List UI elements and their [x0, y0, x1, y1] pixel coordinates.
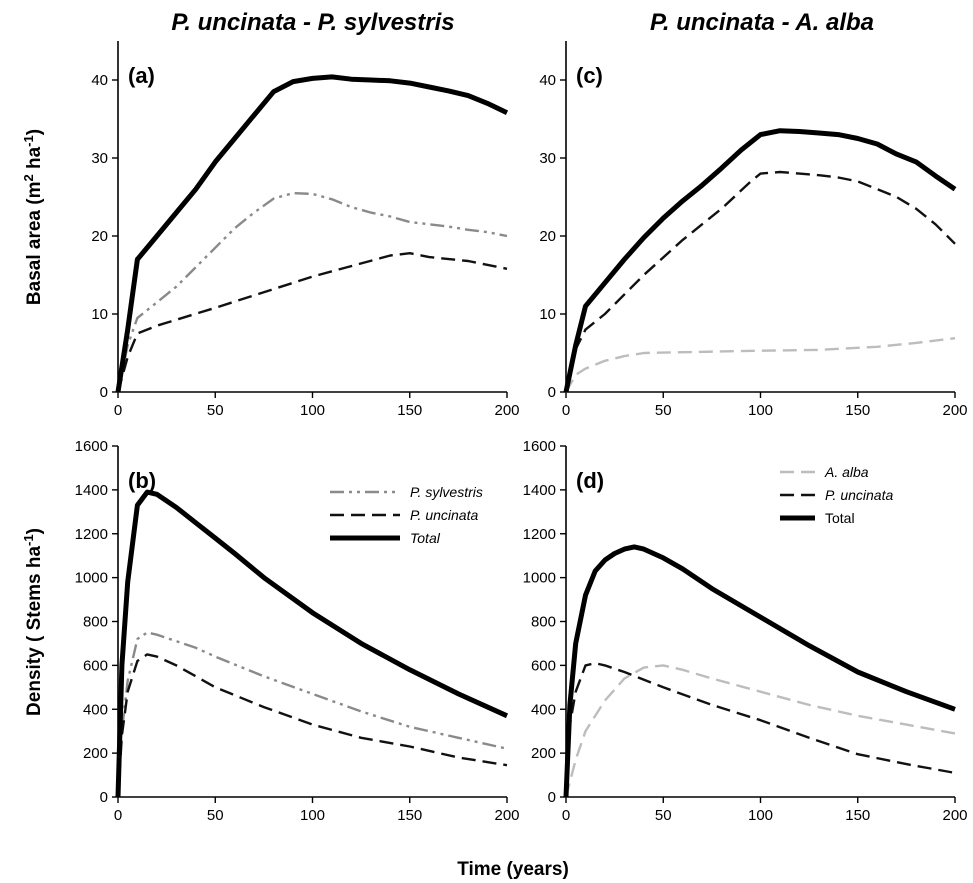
panel-label-d: (d): [576, 468, 604, 493]
y-tick-label: 1200: [523, 526, 556, 543]
panel-label-a: (a): [128, 63, 155, 88]
y-tick-label: 400: [83, 701, 108, 718]
y-tick-label: 10: [91, 306, 108, 323]
y-tick-label: 10: [539, 306, 556, 323]
a-axes: 0 10 20 30 40 0 50 100 150 200: [91, 41, 520, 419]
d-legend: A. alba P. uncinata Total: [780, 464, 893, 526]
b-series-p-sylvestris: [116, 631, 508, 798]
y-tick-label: 0: [548, 789, 556, 806]
y-tick-label: 30: [539, 150, 556, 167]
x-tick-label: 100: [300, 807, 325, 824]
legend-label-p-sylvestris: P. sylvestris: [410, 484, 483, 500]
column-title-left: P. uncinata - P. sylvestris: [171, 9, 454, 36]
legend-label-total: Total: [825, 510, 855, 526]
y-tick-label: 1000: [75, 570, 108, 587]
c-series-a-alba: [564, 337, 956, 393]
x-axis-label: Time (years): [457, 859, 569, 880]
x-tick-label: 100: [300, 402, 325, 419]
x-tick-label: 100: [748, 402, 773, 419]
panel-label-b: (b): [128, 468, 156, 493]
x-tick-label: 0: [562, 807, 570, 824]
x-tick-label: 200: [494, 402, 519, 419]
panel-label-c: (c): [576, 63, 603, 88]
legend-label-total: Total: [410, 530, 441, 546]
panel-c-basal-area-alba: 0 10 20 30 40 0 50 100 150 200 (c): [539, 41, 968, 419]
b-legend: P. sylvestris P. uncinata Total: [330, 484, 483, 546]
y-tick-label: 40: [539, 72, 556, 89]
y-axis-label-top: Basal area (m2 ha-1): [21, 129, 45, 305]
d-series-a-alba: [564, 664, 956, 798]
d-series-total: [563, 544, 956, 798]
y-tick-label: 1600: [75, 438, 108, 455]
y-tick-label: 200: [83, 745, 108, 762]
y-tick-label: 20: [539, 228, 556, 245]
y-tick-label: 800: [531, 614, 556, 631]
c-series-total: [563, 128, 957, 393]
y-tick-label: 20: [91, 228, 108, 245]
y-tick-label: 800: [83, 614, 108, 631]
y-tick-label: 1200: [75, 526, 108, 543]
x-tick-label: 0: [114, 402, 122, 419]
x-tick-label: 0: [114, 807, 122, 824]
x-tick-label: 50: [207, 402, 224, 419]
y-tick-label: 1600: [523, 438, 556, 455]
legend-label-p-uncinata: P. uncinata: [825, 487, 893, 503]
d-series-p-uncinata: [564, 662, 956, 798]
y-tick-label: 0: [100, 384, 108, 401]
x-tick-label: 150: [397, 807, 422, 824]
x-tick-label: 50: [655, 807, 672, 824]
x-tick-label: 0: [562, 402, 570, 419]
x-tick-label: 100: [748, 807, 773, 824]
b-series-p-uncinata: [116, 653, 508, 798]
column-title-right: P. uncinata - A. alba: [650, 9, 874, 36]
a-series-p-sylvestris: [116, 191, 508, 393]
x-tick-label: 50: [207, 807, 224, 824]
y-tick-label: 600: [531, 657, 556, 674]
y-tick-label: 1000: [523, 570, 556, 587]
x-tick-label: 50: [655, 402, 672, 419]
panel-d-density-alba: 0 200 400 600 800 1000 1200 1400 1600 0 50 100 150 20…: [523, 438, 968, 824]
c-series-p-uncinata: [564, 170, 956, 393]
legend-label-p-uncinata: P. uncinata: [410, 507, 478, 523]
y-tick-label: 1400: [523, 482, 556, 499]
y-tick-label: 1400: [75, 482, 108, 499]
x-tick-label: 200: [494, 807, 519, 824]
y-tick-label: 200: [531, 745, 556, 762]
legend-label-a-alba: A. alba: [824, 464, 869, 480]
y-tick-label: 0: [548, 384, 556, 401]
panel-a-basal-area-sylvestris: 0 10 20 30 40 0 50 100 150 200 (a): [91, 41, 520, 419]
d-axes: 0 200 400 600 800 1000 1200 1400 1600 0 50 100 150 20…: [523, 438, 968, 824]
x-tick-label: 150: [845, 402, 870, 419]
panel-b-density-sylvestris: 0 200 400 600 800 1000 1200 1400 1600 0 50 100 150 20…: [75, 438, 520, 824]
x-tick-label: 200: [942, 402, 967, 419]
a-series-p-uncinata: [116, 252, 508, 393]
c-axes: 0 10 20 30 40 0 50 100 150 200: [539, 41, 968, 419]
y-tick-label: 600: [83, 657, 108, 674]
b-series-total: [115, 489, 509, 798]
y-tick-label: 30: [91, 150, 108, 167]
y-tick-label: 400: [531, 701, 556, 718]
y-axis-label-bottom: Density ( Stems ha-1): [21, 528, 45, 716]
x-tick-label: 150: [397, 402, 422, 419]
a-series-total: [115, 74, 509, 393]
y-tick-label: 0: [100, 789, 108, 806]
y-tick-label: 40: [91, 72, 108, 89]
x-tick-label: 150: [845, 807, 870, 824]
x-tick-label: 200: [942, 807, 967, 824]
